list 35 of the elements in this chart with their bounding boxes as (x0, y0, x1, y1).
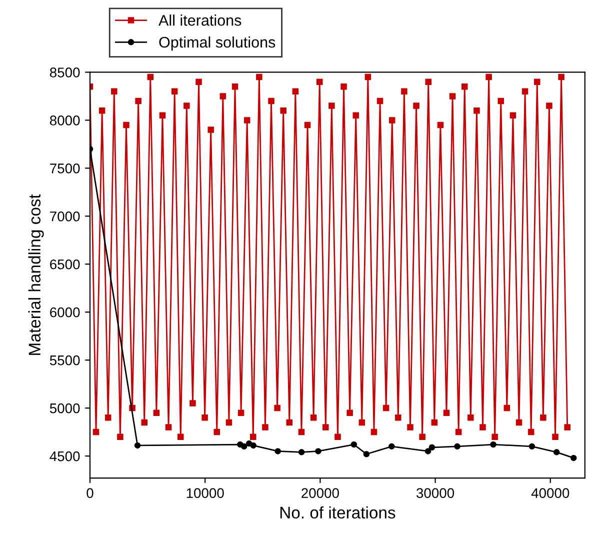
y-tick-label: 8500 (50, 68, 80, 78)
point (240, 443, 248, 450)
x-tick-label: 10000 (186, 488, 224, 498)
point (570, 454, 577, 462)
y-tick-label: 6500 (50, 259, 80, 270)
point (428, 444, 436, 451)
legend-label: Optimal solutions (159, 36, 276, 51)
y-tick-label: 5500 (50, 355, 80, 366)
point (490, 441, 496, 448)
legend-label: All iterations (158, 14, 242, 26)
point (250, 442, 256, 449)
point (274, 448, 281, 454)
y-tick-label: 5000 (50, 403, 80, 414)
x-tick-label: 30000 (416, 488, 454, 498)
point (363, 450, 370, 458)
point (134, 442, 141, 449)
point (350, 441, 358, 448)
y-tick-label: 7000 (50, 211, 80, 222)
x-axis-title: No. of iterations (280, 506, 396, 519)
point (424, 448, 432, 454)
x-tick-label: 0 (86, 488, 94, 498)
point (553, 449, 560, 456)
x-tick-label: 40000 (531, 488, 570, 498)
point (246, 440, 252, 447)
point (454, 443, 460, 450)
x-tick-label: 20000 (302, 488, 339, 498)
point (528, 443, 536, 450)
y-tick-label: 7500 (50, 164, 80, 174)
y-tick-label: 4500 (50, 451, 80, 462)
point (315, 448, 322, 454)
y-tick-label: 6000 (50, 307, 80, 318)
y-axis-title: Material handling cost (28, 194, 44, 355)
point (388, 443, 395, 450)
y-tick-label: 8000 (50, 116, 80, 126)
point (298, 449, 305, 456)
